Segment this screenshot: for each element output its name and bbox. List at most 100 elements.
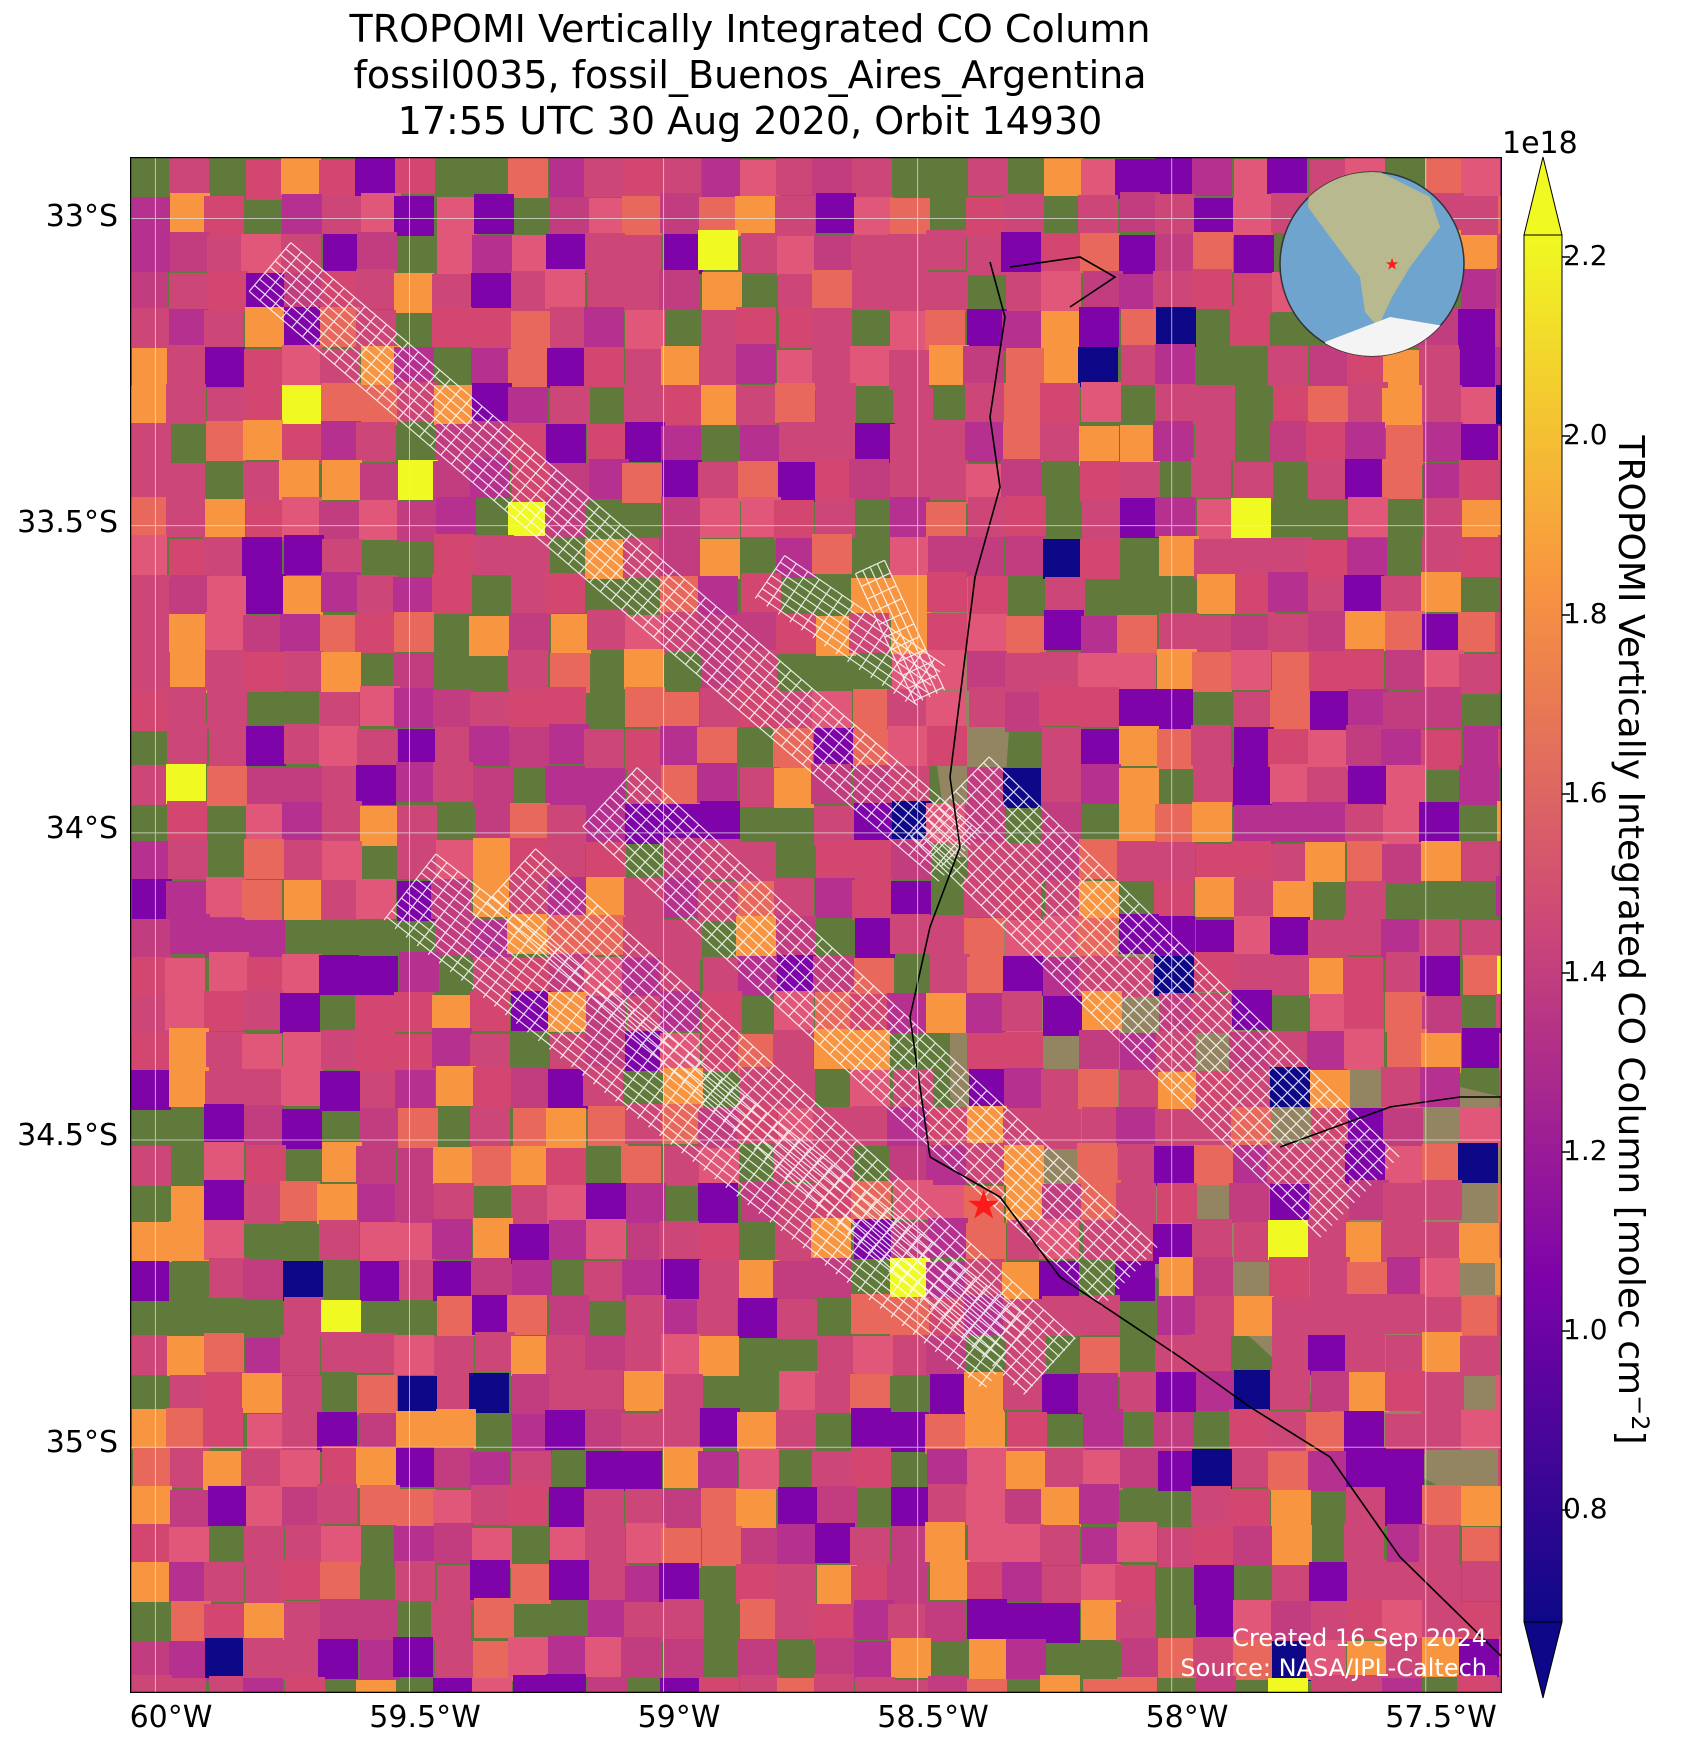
co-pixel — [1499, 1527, 1502, 1567]
co-pixel — [1461, 157, 1501, 196]
co-pixel — [1193, 765, 1233, 805]
co-pixel — [1422, 385, 1462, 425]
co-pixel — [1420, 956, 1460, 996]
co-pixel — [204, 1562, 244, 1602]
co-pixel — [1345, 422, 1385, 462]
co-pixel — [964, 918, 1004, 958]
co-pixel — [474, 1598, 514, 1638]
co-pixel — [699, 1223, 739, 1263]
co-pixel — [1006, 536, 1046, 576]
co-pixel — [663, 1448, 703, 1488]
co-pixel — [1495, 1258, 1502, 1298]
co-pixel — [925, 1522, 965, 1562]
co-pixel — [356, 1680, 396, 1693]
co-pixel — [509, 690, 549, 730]
co-pixel — [699, 1677, 739, 1693]
co-pixel — [1498, 535, 1502, 575]
co-pixel — [322, 1446, 362, 1486]
co-pixel — [1044, 157, 1084, 196]
co-pixel — [815, 1638, 855, 1678]
co-pixel — [169, 1641, 209, 1681]
co-pixel — [1155, 158, 1195, 198]
co-pixel — [702, 272, 742, 312]
colorbar-extend-min — [1523, 1621, 1563, 1699]
co-pixel — [927, 613, 967, 653]
co-pixel — [437, 197, 477, 237]
co-pixel — [927, 1449, 967, 1489]
co-pixel — [1346, 725, 1386, 765]
co-pixel — [1307, 1031, 1347, 1071]
co-pixel — [1309, 651, 1349, 691]
co-pixel — [1459, 196, 1499, 236]
co-pixel — [1462, 1561, 1502, 1601]
co-pixel — [1348, 689, 1388, 729]
co-pixel — [550, 307, 590, 347]
co-pixel — [394, 612, 434, 652]
co-pixel — [1307, 767, 1347, 807]
co-pixel — [130, 691, 168, 731]
co-pixel — [1119, 235, 1159, 275]
co-pixel — [928, 1218, 968, 1258]
co-pixel — [1422, 1485, 1462, 1525]
co-pixel — [470, 692, 510, 732]
co-pixel — [317, 1484, 357, 1524]
co-pixel — [812, 270, 852, 310]
co-pixel — [549, 1220, 589, 1260]
co-pixel — [1195, 385, 1235, 425]
co-pixel — [587, 1677, 627, 1693]
co-pixel — [777, 1299, 817, 1339]
co-pixel — [698, 1451, 738, 1491]
co-pixel — [1234, 878, 1274, 918]
co-pixel — [1231, 615, 1271, 655]
co-pixel — [1120, 192, 1160, 232]
co-pixel — [967, 1033, 1007, 1073]
co-pixel — [812, 1451, 852, 1491]
co-pixel — [132, 1409, 172, 1449]
co-pixel — [815, 422, 855, 462]
co-pixel — [169, 157, 209, 195]
co-pixel — [700, 498, 740, 538]
co-pixel — [283, 1032, 323, 1072]
footprint-swath — [248, 242, 982, 882]
co-pixel — [508, 349, 548, 389]
co-pixel — [207, 689, 247, 729]
co-pixel — [1345, 1332, 1385, 1372]
co-pixel — [319, 1220, 359, 1260]
co-pixel — [1386, 425, 1426, 465]
co-pixel — [473, 838, 513, 878]
co-pixel — [1498, 426, 1502, 466]
co-pixel — [546, 234, 586, 274]
co-pixel — [549, 1295, 589, 1335]
co-pixel — [167, 345, 207, 385]
co-pixel — [169, 273, 209, 313]
co-pixel — [1006, 1451, 1046, 1491]
co-pixel — [1463, 726, 1502, 766]
co-pixel — [1386, 650, 1426, 690]
co-pixel — [1191, 725, 1231, 765]
co-pixel — [815, 459, 855, 499]
co-pixel — [432, 574, 472, 614]
co-pixel — [1121, 1638, 1161, 1678]
co-pixel — [1119, 274, 1159, 314]
co-pixel — [1234, 1222, 1274, 1262]
co-pixel — [1386, 952, 1426, 992]
co-pixel — [1193, 1525, 1233, 1565]
co-pixel — [1310, 994, 1350, 1034]
co-pixel — [1308, 1451, 1348, 1491]
co-pixel — [1157, 649, 1197, 689]
co-pixel — [246, 501, 286, 541]
footprint-swath — [910, 756, 1400, 1238]
co-pixel — [513, 1675, 553, 1693]
co-pixel — [1156, 1372, 1196, 1412]
co-pixel — [244, 1184, 284, 1224]
co-pixel — [850, 1527, 890, 1567]
co-pixel — [1310, 1296, 1350, 1336]
co-pixel — [663, 1640, 703, 1680]
co-pixel — [209, 1676, 249, 1693]
co-pixel — [1155, 384, 1195, 424]
co-pixel — [1458, 612, 1498, 652]
co-pixel — [1081, 382, 1121, 422]
co-pixel — [1310, 346, 1350, 386]
co-pixel — [664, 1146, 704, 1186]
co-pixel — [887, 689, 927, 729]
